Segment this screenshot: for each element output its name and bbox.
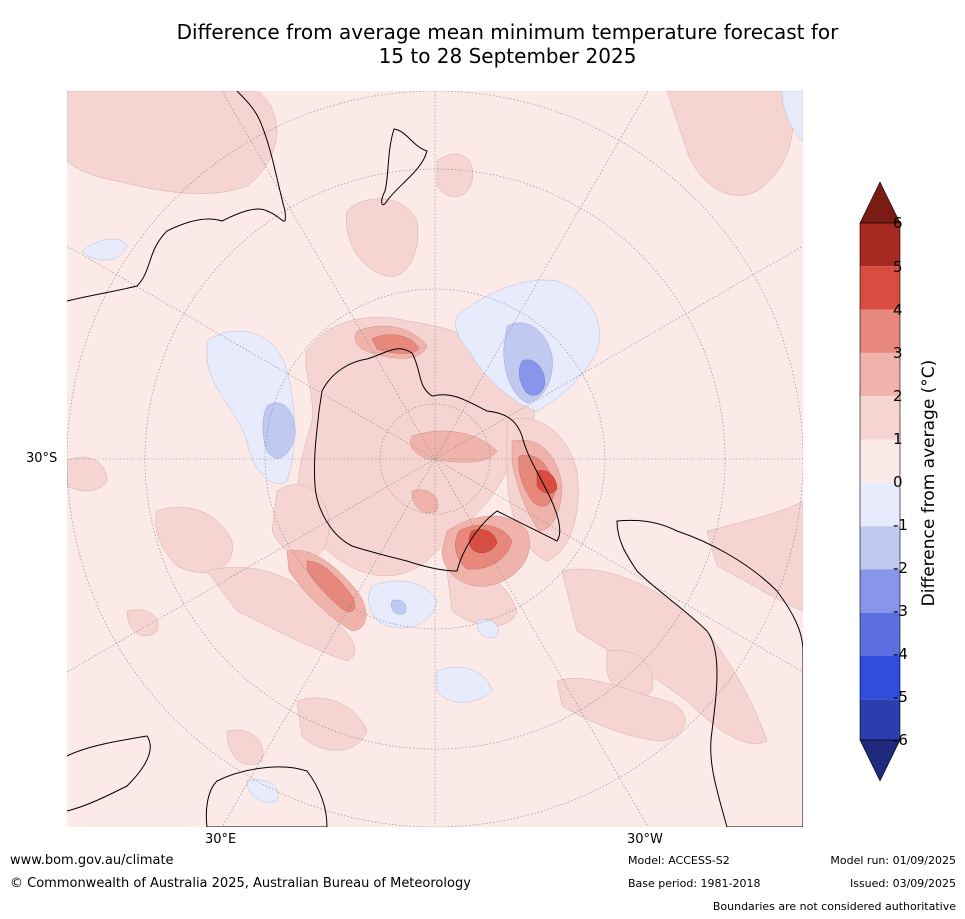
footer-issued: Issued: 03/09/2025 (849, 877, 956, 890)
colorbar-bin-neg2-neg1 (860, 526, 900, 570)
colorbar-bin-neg5-neg4 (860, 656, 900, 700)
colorbar-tick-neg4: -4 (893, 645, 908, 663)
title-line-2: 15 to 28 September 2025 (378, 44, 637, 68)
colorbar-bin-neg6-neg5 (860, 699, 900, 740)
forecast-map (67, 91, 803, 827)
colorbar-bin-4-5 (860, 266, 900, 310)
madagascar-coastline (205, 766, 328, 827)
anomaly-4-5-regions (468, 470, 558, 554)
colorbar-bin-3-4 (860, 309, 900, 353)
continent-coastlines (67, 91, 803, 827)
footer-model-run: Model run: 01/09/2025 (830, 854, 956, 867)
footer-copyright: © Commonwealth of Australia 2025, Austra… (10, 876, 471, 891)
antarctica-coastline (313, 348, 561, 572)
colorbar-bin-0-1 (860, 439, 900, 483)
colorbar-tick-neg2: -2 (893, 559, 908, 577)
lat-label-30s: 30°S (26, 451, 58, 466)
colorbar-frame (859, 222, 901, 741)
colorbar-bin-neg1-0 (860, 482, 900, 527)
colorbar-tick-neg1: -1 (893, 516, 908, 534)
lon-label-30w: 30°W (627, 832, 663, 847)
footer-website: www.bom.gov.au/climate (10, 853, 174, 868)
colorbar-tick-0: 0 (893, 473, 903, 491)
colorbar-tick-6: 6 (893, 214, 903, 232)
south-america-coastline (616, 519, 803, 827)
colorbar-tick-4: 4 (893, 301, 903, 319)
colorbar-bin-1-2 (860, 396, 900, 440)
new-zealand-coastline (381, 128, 428, 206)
colorbar-label: Difference from average (°C) (919, 359, 939, 607)
colorbar-tick-neg6: -6 (893, 731, 908, 749)
title-line-1: Difference from average mean minimum tem… (176, 20, 839, 44)
colorbar-bin-neg3-neg2 (860, 569, 900, 613)
colorbar-bin-5-6 (860, 223, 900, 267)
anomaly-3-4-regions (306, 334, 556, 612)
colorbar-tick-5: 5 (893, 258, 903, 276)
footer-model: Model: ACCESS-S2 (628, 854, 730, 867)
anomaly-neg-2-3-regions (518, 359, 546, 396)
africa-coastline (67, 735, 151, 812)
colorbar-tick-neg5: -5 (893, 688, 908, 706)
colorbar-bin-neg4-neg3 (860, 612, 900, 656)
footer-base-period: Base period: 1981-2018 (628, 877, 761, 890)
graticule (67, 91, 803, 827)
lon-label-30e: 30°E (205, 832, 237, 847)
map-title: Difference from average mean minimum tem… (0, 20, 965, 68)
colorbar-tick-neg3: -3 (893, 602, 908, 620)
colorbar-tick-2: 2 (893, 387, 903, 405)
colorbar (859, 181, 901, 782)
australia-coastline (67, 91, 286, 302)
colorbar-tick-3: 3 (893, 344, 903, 362)
colorbar-tick-1: 1 (893, 430, 903, 448)
footer-disclaimer: Boundaries are not considered authoritat… (712, 900, 956, 913)
colorbar-bin-2-3 (860, 352, 900, 397)
